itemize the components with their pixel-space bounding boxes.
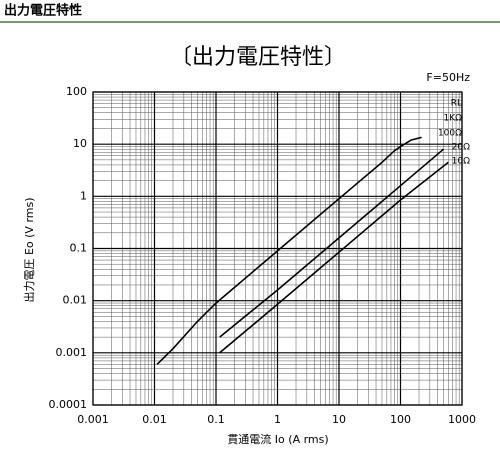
y-tick-label: 0.0001 [49, 398, 88, 411]
chart-title: 〔出力電圧特性〕 [170, 45, 346, 70]
annotation: 20Ω [452, 143, 470, 153]
y-axis-label: 出力電圧 Eo (V rms) [22, 197, 36, 302]
y-tick-label: 0.1 [70, 242, 88, 255]
x-tick-label: 0.1 [207, 413, 225, 426]
x-axis-label: 貫通電流 Io (A rms) [227, 432, 328, 446]
header-title: 出力電圧特性 [4, 3, 82, 19]
x-tick-label: 0.01 [142, 413, 167, 426]
x-tick-label: 10 [332, 413, 346, 426]
annotation: RL [451, 99, 462, 109]
curve [156, 136, 422, 365]
x-tick-label: 100 [390, 413, 411, 426]
y-tick-label: 1 [80, 189, 87, 202]
plot-frame [92, 91, 463, 406]
annotation: 100Ω [438, 129, 462, 139]
annotation: F=50Hz [426, 71, 470, 84]
annotation: 10Ω [452, 157, 470, 167]
curve [219, 148, 445, 338]
curve [219, 161, 449, 354]
annotation: 1KΩ [443, 114, 462, 124]
y-tick-label: 10 [73, 137, 87, 150]
y-tick-label: 0.001 [56, 346, 88, 359]
y-tick-label: 100 [66, 85, 87, 98]
x-tick-label: 0.001 [77, 413, 109, 426]
y-tick-label: 0.01 [63, 294, 88, 307]
x-tick-label: 1000 [448, 413, 476, 426]
x-tick-label: 1 [274, 413, 281, 426]
